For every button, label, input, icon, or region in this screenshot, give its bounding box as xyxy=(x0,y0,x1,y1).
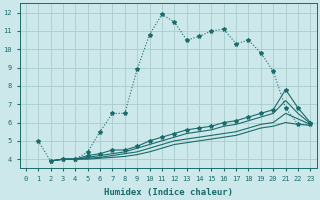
X-axis label: Humidex (Indice chaleur): Humidex (Indice chaleur) xyxy=(104,188,233,197)
